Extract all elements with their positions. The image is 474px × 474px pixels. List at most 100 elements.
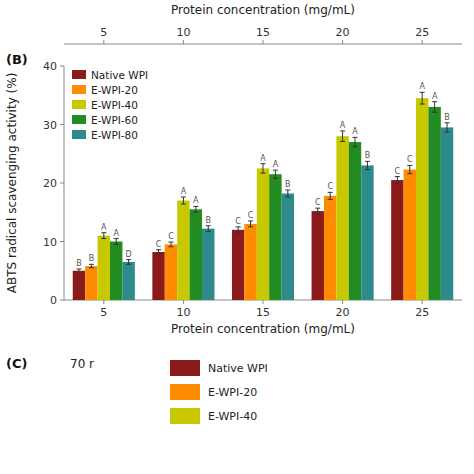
y-tick <box>60 241 64 242</box>
error-cap <box>181 197 186 198</box>
top-tick <box>103 40 104 44</box>
error-bar <box>114 239 119 245</box>
error-stem <box>317 208 318 214</box>
error-stem <box>158 250 159 255</box>
y-tick <box>60 66 64 67</box>
error-cap <box>114 238 119 239</box>
y-tick-label: 0 <box>50 294 57 307</box>
error-stem <box>330 192 331 199</box>
letter-label: C <box>156 240 162 249</box>
legend: Native WPIE-WPI-20E-WPI-40E-WPI-60E-WPI-… <box>72 69 148 141</box>
error-cap <box>206 231 211 232</box>
error-stem <box>116 239 117 245</box>
legend-label: E-WPI-40 <box>208 410 257 423</box>
letter-label: C <box>327 182 333 191</box>
error-cap <box>206 225 211 226</box>
error-stem <box>238 227 239 233</box>
error-bar <box>273 170 278 178</box>
error-cap <box>340 130 345 131</box>
error-stem <box>447 123 448 132</box>
error-stem <box>422 92 423 104</box>
letter-label: D <box>126 250 132 259</box>
y-tick-label: 10 <box>43 236 57 249</box>
bar <box>202 229 214 300</box>
error-bar <box>365 161 370 169</box>
bar <box>98 236 110 300</box>
error-cap <box>261 173 266 174</box>
error-bar <box>445 123 450 132</box>
letter-label: B <box>76 259 82 268</box>
error-cap <box>261 163 266 164</box>
error-cap <box>76 272 81 273</box>
y-tick-label: 20 <box>43 177 57 190</box>
error-bar <box>181 197 186 204</box>
bar <box>122 262 134 300</box>
letter-label: A <box>101 223 107 232</box>
letter-label: A <box>273 160 279 169</box>
error-cap <box>156 249 161 250</box>
error-cap <box>407 165 412 166</box>
bar <box>324 196 336 300</box>
letter-label: C <box>407 155 413 164</box>
error-cap <box>168 246 173 247</box>
error-cap <box>273 178 278 179</box>
error-stem <box>250 221 251 227</box>
error-stem <box>397 177 398 184</box>
error-bar <box>315 208 320 214</box>
letter-label: B <box>89 254 95 263</box>
error-cap <box>395 183 400 184</box>
error-cap <box>432 101 437 102</box>
x-tick <box>263 300 264 304</box>
legend-swatch <box>72 70 86 79</box>
bar <box>190 209 202 300</box>
error-cap <box>168 242 173 243</box>
error-cap <box>285 197 290 198</box>
legend-swatch <box>170 360 200 376</box>
error-cap <box>101 238 106 239</box>
letter-label: C <box>235 217 241 226</box>
letter-label: A <box>432 92 438 101</box>
x-tick <box>342 300 343 304</box>
letter-label: A <box>193 196 199 205</box>
error-cap <box>236 232 241 233</box>
error-bar <box>206 226 211 232</box>
error-cap <box>407 173 412 174</box>
top-tick <box>422 40 423 44</box>
error-bar <box>353 137 358 146</box>
bar <box>85 266 97 300</box>
error-stem <box>195 206 196 212</box>
error-cap <box>126 264 131 265</box>
letter-label: A <box>419 82 425 91</box>
x-tick <box>183 300 184 304</box>
error-cap <box>193 212 198 213</box>
error-bar <box>76 269 81 273</box>
error-bar <box>168 242 173 247</box>
legend-swatch <box>72 85 86 94</box>
top-tick <box>263 40 264 44</box>
error-cap <box>89 267 94 268</box>
error-cap <box>395 176 400 177</box>
error-cap <box>328 199 333 200</box>
error-cap <box>181 204 186 205</box>
bar <box>282 194 294 300</box>
error-cap <box>236 226 241 227</box>
error-cap <box>114 244 119 245</box>
top-tick-label: 5 <box>100 26 107 39</box>
panel-label: (C) <box>6 356 27 371</box>
bar <box>312 211 324 300</box>
top-tick-label: 20 <box>336 26 350 39</box>
top-tick <box>342 40 343 44</box>
bar <box>73 271 85 300</box>
error-bar <box>156 250 161 255</box>
x-tick <box>422 300 423 304</box>
error-bar <box>340 131 345 142</box>
chart: Protein concentration (mg/mL)51015202501… <box>0 0 474 474</box>
bars <box>73 92 453 300</box>
letter-label: C <box>248 211 254 220</box>
x-tick <box>103 300 104 304</box>
error-cap <box>353 146 358 147</box>
panel-label: (B) <box>6 52 28 67</box>
error-cap <box>315 214 320 215</box>
error-cap <box>445 122 450 123</box>
error-stem <box>434 102 435 113</box>
